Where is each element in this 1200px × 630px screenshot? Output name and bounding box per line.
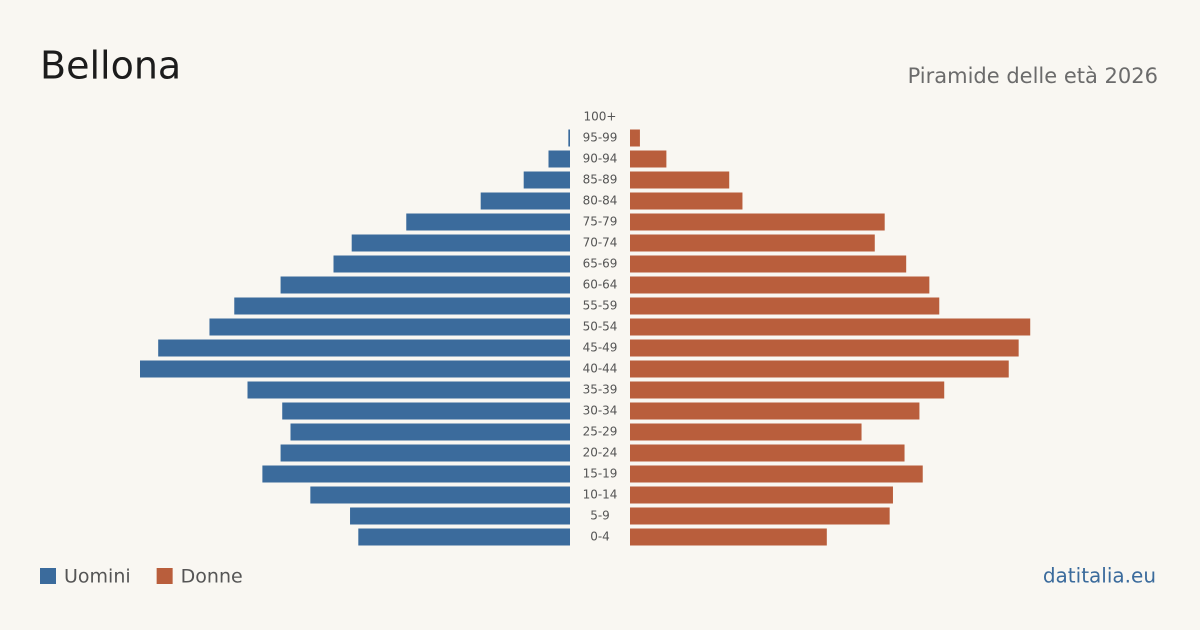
legend-swatch	[156, 568, 173, 584]
bar	[630, 402, 920, 420]
legend-swatch	[40, 568, 56, 584]
age-label: 85-89	[583, 173, 618, 187]
age-label: 15-19	[583, 467, 618, 481]
bar	[280, 276, 570, 294]
source: datitalia.eu	[1043, 564, 1156, 588]
bar	[630, 255, 907, 273]
bar	[140, 360, 570, 378]
bar	[310, 486, 570, 504]
age-label: 90-94	[583, 152, 618, 166]
bar	[630, 444, 905, 462]
age-label: 10-14	[583, 488, 618, 502]
age-label: 35-39	[583, 383, 618, 397]
age-label: 20-24	[583, 446, 618, 460]
bar	[247, 381, 570, 399]
age-label: 50-54	[583, 320, 618, 334]
bar	[630, 486, 893, 504]
bar	[630, 213, 885, 231]
bar	[630, 360, 1009, 378]
bar	[630, 528, 827, 546]
age-label: 60-64	[583, 278, 618, 292]
bar	[630, 192, 743, 210]
age-label: 70-74	[583, 236, 618, 250]
age-label: 100+	[584, 110, 617, 124]
bar	[548, 150, 570, 168]
bar	[158, 339, 570, 357]
bar	[290, 423, 570, 441]
bar	[630, 150, 667, 168]
bar	[333, 255, 570, 273]
legend-label: Donne	[181, 566, 243, 588]
bar	[630, 318, 1031, 336]
age-label: 75-79	[583, 215, 618, 229]
age-label: 80-84	[583, 194, 618, 208]
legend-label: Uomini	[64, 566, 131, 588]
age-label: 30-34	[583, 404, 618, 418]
bar	[630, 234, 875, 252]
bar	[630, 276, 930, 294]
bar	[630, 129, 640, 147]
bar	[350, 507, 570, 525]
bar	[630, 507, 890, 525]
bar	[234, 297, 570, 315]
bar	[209, 318, 570, 336]
bar	[568, 129, 570, 147]
bar	[358, 528, 570, 546]
bar	[630, 171, 730, 189]
bar	[280, 444, 570, 462]
age-label: 45-49	[583, 341, 618, 355]
age-label: 0-4	[590, 530, 610, 544]
bar	[523, 171, 570, 189]
chart-subtitle: Piramide delle età 2026	[908, 64, 1158, 88]
bar	[630, 297, 940, 315]
chart-title: Bellona	[40, 44, 181, 88]
age-label: 65-69	[583, 257, 618, 271]
bar	[351, 234, 570, 252]
age-label: 55-59	[583, 299, 618, 313]
age-label: 40-44	[583, 362, 618, 376]
bar	[630, 423, 862, 441]
age-label: 25-29	[583, 425, 618, 439]
bar	[282, 402, 570, 420]
bar	[406, 213, 570, 231]
bar	[262, 465, 570, 483]
age-label: 5-9	[590, 509, 610, 523]
bar	[480, 192, 570, 210]
age-label: 95-99	[583, 131, 618, 145]
bar	[630, 339, 1019, 357]
bar	[630, 465, 923, 483]
bar	[630, 381, 945, 399]
